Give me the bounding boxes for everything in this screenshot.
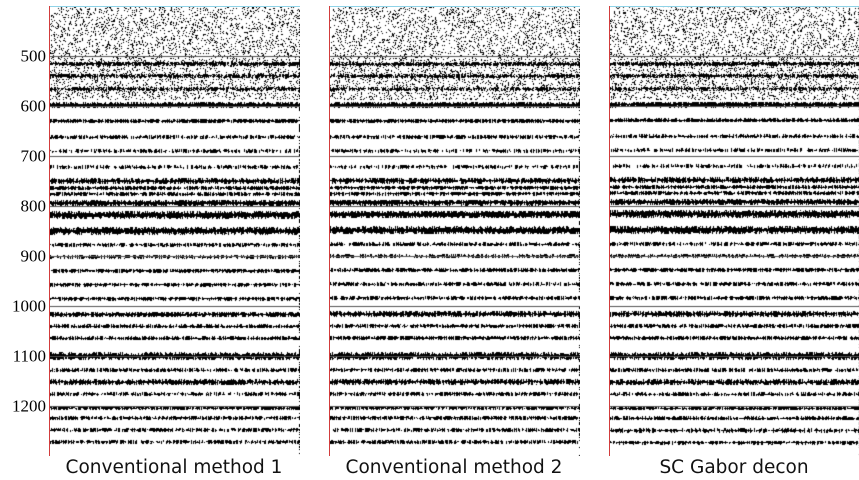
seismic-section-image: [609, 6, 859, 456]
panel-caption-1: Conventional method 1: [65, 457, 283, 478]
panel-top-border: [49, 6, 300, 7]
axis-tick-label: 1100: [12, 346, 46, 366]
axis-tick-label: 700: [20, 146, 47, 166]
panel-top-border: [329, 6, 580, 7]
seismic-panel-2: [329, 6, 580, 456]
panel-left-border: [49, 6, 50, 456]
panel-left-border: [329, 6, 330, 456]
axis-tick-label: 600: [20, 96, 47, 116]
seismic-section-image: [329, 6, 580, 456]
panel-top-border: [609, 6, 859, 7]
seismic-panel-3: [609, 6, 859, 456]
axis-tick-label: 1000: [12, 296, 46, 316]
panel-caption-2: Conventional method 2: [345, 457, 563, 478]
axis-tick-label: 500: [20, 46, 47, 66]
axis-tick-label: 800: [20, 196, 47, 216]
seismic-section-image: [49, 6, 300, 456]
axis-tick-label: 900: [20, 246, 47, 266]
seismic-panel-1: [49, 6, 300, 456]
axis-tick-label: 1200: [12, 396, 46, 416]
panel-caption-3: SC Gabor decon: [659, 457, 809, 478]
time-axis: 500 600 700 800 900 1000 1100 1200: [0, 0, 48, 460]
panel-left-border: [609, 6, 610, 456]
